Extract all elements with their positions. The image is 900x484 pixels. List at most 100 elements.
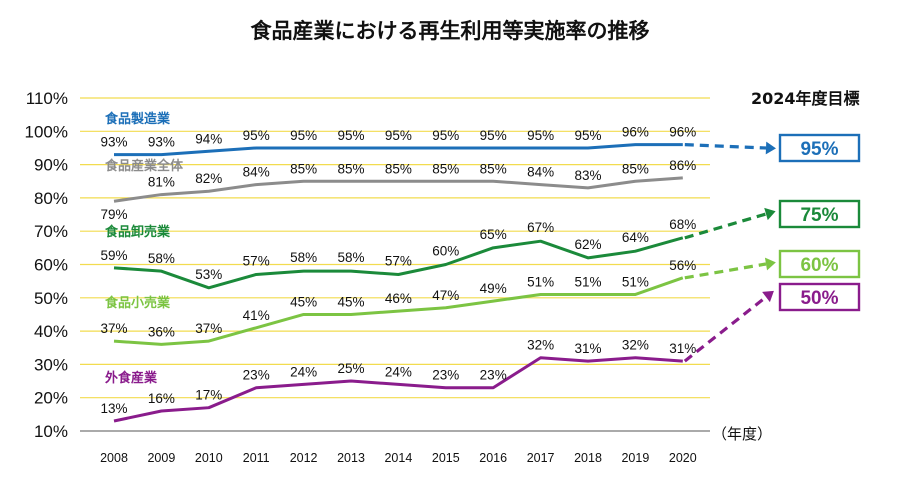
x-tick-label: 2011 (243, 451, 270, 465)
target-label: 75% (800, 205, 838, 226)
data-label: 85% (622, 161, 649, 176)
x-tick-label: 2017 (527, 451, 555, 465)
x-tick-label: 2015 (432, 451, 460, 465)
data-label: 95% (432, 128, 459, 143)
data-label: 59% (100, 248, 127, 263)
data-label: 58% (337, 250, 364, 265)
series-name-label: 外食産業 (104, 370, 158, 386)
series-line (113, 356, 683, 423)
target-markers: 95% 75% 60% 50% (683, 133, 861, 363)
chart-title: 食品産業における再生利用等実施率の推移 (251, 19, 650, 43)
y-tick-label: 30% (34, 355, 68, 374)
data-label: 95% (337, 128, 364, 143)
y-tick-label: 80% (34, 189, 68, 208)
data-label: 31% (574, 341, 601, 356)
data-label: 68% (669, 217, 696, 232)
data-label: 45% (290, 294, 317, 309)
data-label: 36% (148, 324, 175, 339)
target-box (778, 282, 861, 312)
series-name-label: 食品製造業 (105, 111, 171, 127)
series-line (113, 176, 683, 203)
data-label: 94% (195, 131, 222, 146)
series-line (114, 143, 683, 157)
y-tick-label: 40% (34, 322, 68, 341)
target-box (778, 133, 861, 163)
data-label: 79% (100, 207, 127, 222)
target-label: 95% (800, 139, 838, 160)
target-arrow-line (684, 212, 767, 240)
series-lines (113, 143, 684, 423)
data-labels: 食品製造業 93% 93% 94% 95% 95% 95% 95% 95% 95% 95% 95% 96… (100, 111, 696, 416)
y-tick-label: 70% (34, 222, 68, 241)
data-label: 95% (385, 128, 412, 143)
data-label: 85% (480, 161, 507, 176)
data-label: 96% (622, 125, 649, 140)
y-tick-label: 10% (34, 422, 68, 441)
y-tick-label: 110% (26, 89, 68, 108)
data-label: 31% (669, 341, 696, 356)
x-axis-ticks: 2008 2009 2010 2011 2012 2013 2014 2015 2016 2017… (100, 451, 697, 465)
gridlines (80, 97, 710, 432)
y-tick-label: 100% (25, 122, 68, 141)
y-tick-label: 20% (34, 389, 68, 408)
target-heading: 2024年度目標 (751, 89, 860, 108)
data-label: 56% (669, 258, 696, 273)
x-tick-label: 2019 (621, 451, 649, 465)
data-label: 57% (385, 253, 412, 268)
data-label: 24% (290, 364, 317, 379)
target-arrow-head (764, 257, 776, 271)
target-arrow-head (764, 207, 776, 221)
target-label: 50% (800, 288, 838, 309)
x-axis-unit: （年度） (712, 425, 772, 443)
data-label: 51% (622, 274, 649, 289)
series-name-label: 食品小売業 (105, 295, 171, 311)
target-box (778, 249, 861, 279)
x-tick-label: 2014 (384, 451, 412, 465)
data-label: 57% (243, 253, 270, 268)
data-label: 58% (148, 251, 175, 266)
target-arrow-line (683, 295, 767, 363)
x-tick-label: 2009 (147, 451, 175, 465)
data-label: 25% (337, 361, 364, 376)
data-label: 24% (385, 364, 412, 379)
data-label: 83% (574, 168, 601, 183)
data-label: 96% (669, 125, 696, 140)
data-label: 46% (385, 291, 412, 306)
series-line (113, 276, 684, 346)
target-arrow-head (765, 141, 776, 155)
series-line (113, 236, 684, 290)
data-label: 37% (195, 321, 222, 336)
data-label: 62% (574, 237, 601, 252)
data-label: 65% (480, 227, 507, 242)
data-label: 67% (527, 220, 554, 235)
data-label: 49% (480, 281, 507, 296)
y-tick-label: 60% (34, 256, 68, 275)
target-label: 60% (800, 255, 838, 276)
data-label: 85% (385, 161, 412, 176)
data-label: 95% (243, 128, 270, 143)
data-label: 41% (243, 308, 270, 323)
y-axis-ticks: 10% 20% 30% 40% 50% 60% 70% 80% 90% 100% 110% (25, 89, 68, 441)
x-tick-label: 2008 (100, 451, 128, 465)
data-label: 95% (574, 128, 601, 143)
data-label: 23% (480, 368, 507, 383)
data-label: 58% (290, 250, 317, 265)
data-label: 13% (100, 401, 127, 416)
target-arrow-line (684, 262, 767, 280)
data-label: 95% (480, 128, 507, 143)
x-tick-label: 2012 (290, 451, 318, 465)
data-label: 32% (527, 338, 554, 353)
data-label: 84% (243, 165, 270, 180)
data-label: 95% (527, 128, 554, 143)
x-tick-label: 2020 (669, 451, 697, 465)
data-label: 53% (195, 267, 222, 282)
data-label: 23% (243, 368, 270, 383)
data-label: 37% (100, 321, 127, 336)
data-label: 32% (622, 338, 649, 353)
x-tick-label: 2013 (337, 451, 365, 465)
data-label: 51% (527, 274, 554, 289)
data-label: 81% (148, 175, 175, 190)
x-tick-label: 2010 (195, 451, 223, 465)
data-label: 84% (527, 165, 554, 180)
target-arrow-line (684, 143, 767, 150)
